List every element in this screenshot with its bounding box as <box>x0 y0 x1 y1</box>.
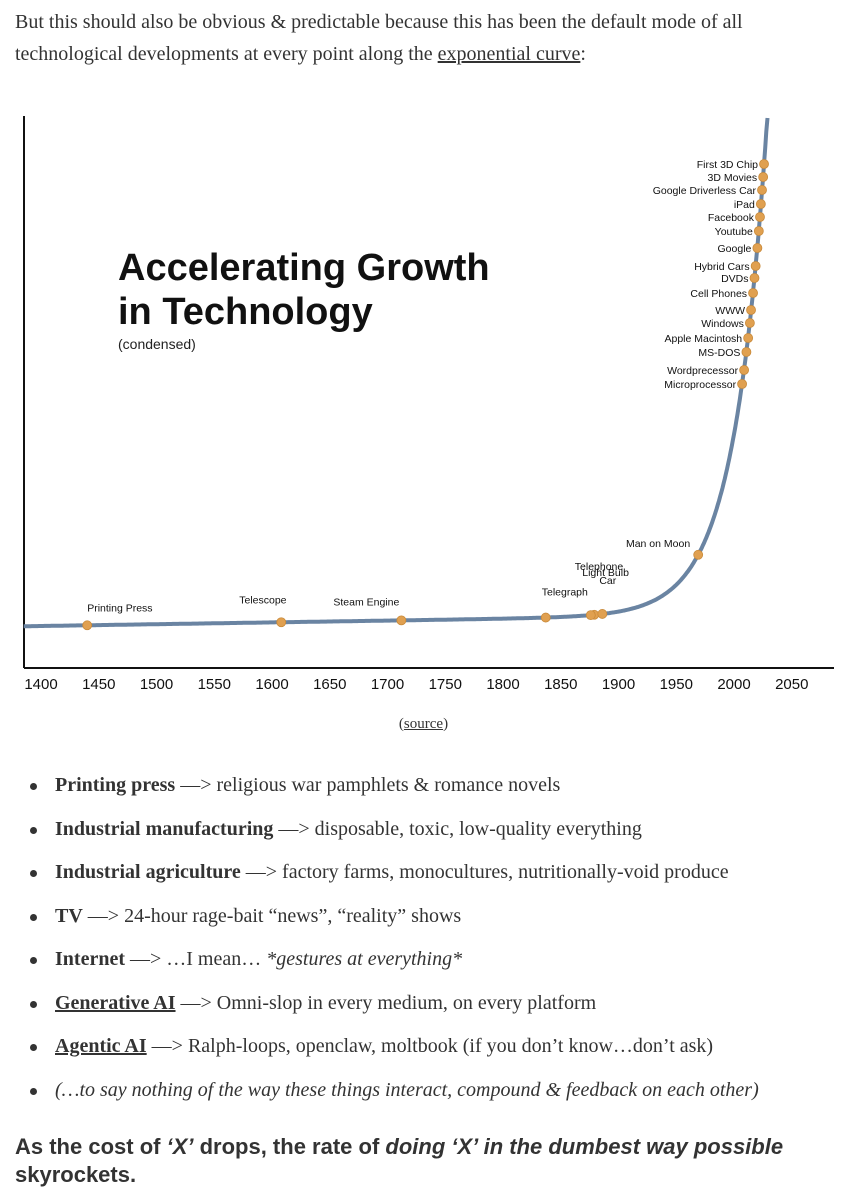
event-label-google: Google <box>718 243 752 255</box>
event-label-google-driverless-car: Google Driverless Car <box>653 185 757 197</box>
term-printing-press: Printing press <box>55 774 176 796</box>
event-point-windows <box>744 318 755 328</box>
bullet <box>30 913 37 921</box>
event-label-3d-movies: 3D Movies <box>708 172 758 184</box>
list-item-generative-ai: Generative AI —> Omni-slop in every medi… <box>0 988 847 1032</box>
event-label-telescope: Telescope <box>239 594 286 606</box>
bullet <box>30 783 37 790</box>
event-point-telescope <box>276 617 287 628</box>
event-label-microprocessor: Microprocessor <box>664 379 736 391</box>
event-point-3d-movies <box>758 172 769 182</box>
list-item-industrial-manufacturing: Industrial manufacturing —> disposable, … <box>0 814 847 858</box>
event-point-man-on-moon <box>693 549 704 560</box>
event-label-printing-press: Printing Press <box>87 602 152 614</box>
event-point-youtube <box>753 226 764 236</box>
event-point-google <box>752 243 763 253</box>
event-point-telegraph <box>540 612 551 623</box>
x-tick-label-1650: 1650 <box>313 676 346 693</box>
event-point-ipad <box>755 199 766 209</box>
source-link[interactable]: source <box>403 716 444 732</box>
x-tick-label-1600: 1600 <box>255 676 288 693</box>
x-tick-label-2000: 2000 <box>717 676 750 693</box>
term-internet: Internet <box>55 948 125 970</box>
event-label-telephone: Telephone <box>575 561 624 573</box>
growth-curve-line <box>23 117 770 629</box>
bullet <box>30 957 37 964</box>
x-tick-label-1950: 1950 <box>660 676 693 693</box>
event-point-dvds <box>749 273 760 283</box>
event-label-apple-macintosh: Apple Macintosh <box>665 333 743 345</box>
bullet <box>30 1087 37 1095</box>
event-point-wordprecessor <box>739 365 750 375</box>
list-item-tv: TV —> 24-hour rage-bait “news”, “reality… <box>0 901 847 945</box>
event-point-apple-macintosh <box>743 333 754 343</box>
event-label-telegraph: Telegraph <box>542 587 588 599</box>
chart-title-line-2: in Technology <box>118 291 373 333</box>
bullet <box>30 1000 37 1008</box>
event-point-printing-press <box>82 620 93 631</box>
event-label-facebook: Facebook <box>708 212 755 224</box>
chart-title-line-1: Accelerating Growth <box>118 247 490 289</box>
growth-chart: Accelerating Growth in Technology (condens… <box>0 96 847 706</box>
event-point-hybrid-cars <box>750 261 761 271</box>
event-label-first-3d-chip: First 3D Chip <box>697 159 758 171</box>
event-point-www <box>746 305 756 315</box>
event-label-ms-dos: MS-DOS <box>698 347 740 359</box>
event-label-steam-engine: Steam Engine <box>333 596 399 608</box>
term-industrial-agriculture: Industrial agriculture <box>55 861 241 883</box>
event-label-man-on-moon: Man on Moon <box>626 538 690 550</box>
event-label-hybrid-cars: Hybrid Cars <box>694 261 749 273</box>
event-point-microprocessor <box>737 379 747 389</box>
x-tick-label-1700: 1700 <box>371 676 404 693</box>
list-item-internet: Internet —> …I mean… *gestures at everyt… <box>0 944 847 988</box>
event-label-ipad: iPad <box>734 199 755 211</box>
x-tick-label-1900: 1900 <box>602 676 635 693</box>
event-label-dvds: DVDs <box>721 273 748 285</box>
event-label-light-bulb: Light Bulb <box>582 567 629 579</box>
x-tick-label-1800: 1800 <box>486 676 519 693</box>
list-item-printing-press: Printing press —> religious war pamphlet… <box>0 770 847 814</box>
event-point-facebook <box>755 212 765 222</box>
list-item-industrial-agriculture: Industrial agriculture —> factory farms,… <box>0 857 847 901</box>
event-label-www: WWW <box>715 305 745 317</box>
x-tick-label-1400: 1400 <box>24 676 57 693</box>
x-tick-label-1450: 1450 <box>82 676 115 693</box>
event-point-telephone <box>585 610 596 620</box>
intro-text-end: : <box>580 43 586 65</box>
bullet <box>30 870 37 877</box>
term-tv: TV <box>55 904 83 927</box>
event-point-ms-dos <box>741 347 752 357</box>
term-industrial-manufacturing: Industrial manufacturing <box>55 817 274 840</box>
source-caption: (source) <box>398 716 449 732</box>
event-label-car: Car <box>599 575 616 587</box>
event-point-first-3d-chip <box>759 159 769 169</box>
agentic-ai-link[interactable]: Agentic AI <box>55 1035 147 1057</box>
x-tick-label-1850: 1850 <box>544 676 577 693</box>
event-label-youtube: Youtube <box>715 226 753 238</box>
generative-ai-link[interactable]: Generative AI <box>55 991 176 1014</box>
intro-paragraph: But this should also be obvious & predic… <box>15 6 835 70</box>
event-point-cell-phones <box>748 288 758 298</box>
event-point-steam-engine <box>396 615 407 626</box>
x-tick-label-1550: 1550 <box>198 676 231 693</box>
event-label-cell-phones: Cell Phones <box>690 288 747 300</box>
event-point-google-driverless-car <box>757 185 767 195</box>
x-tick-label-2050: 2050 <box>775 676 808 693</box>
closing-statement: As the cost of ‘X’ drops, the rate of do… <box>15 1134 784 1187</box>
event-label-wordprecessor: Wordprecessor <box>667 365 739 377</box>
event-label-windows: Windows <box>701 318 744 330</box>
chart-subtitle: (condensed) <box>118 336 196 352</box>
bullet <box>30 826 37 834</box>
event-point-car <box>597 609 608 619</box>
exponential-curve-link[interactable]: exponential curve <box>437 43 581 65</box>
bullet <box>30 1044 37 1051</box>
list-item-interactions: (…to say nothing of the way these things… <box>0 1075 847 1119</box>
x-tick-label-1500: 1500 <box>140 676 173 693</box>
x-tick-label-1750: 1750 <box>429 676 462 693</box>
consequence-list: Printing press —> religious war pamphlet… <box>0 770 847 1118</box>
intro-text: But this should also be obvious & predic… <box>15 11 743 65</box>
list-item-agentic-ai: Agentic AI —> Ralph-loops, openclaw, mol… <box>0 1031 847 1075</box>
